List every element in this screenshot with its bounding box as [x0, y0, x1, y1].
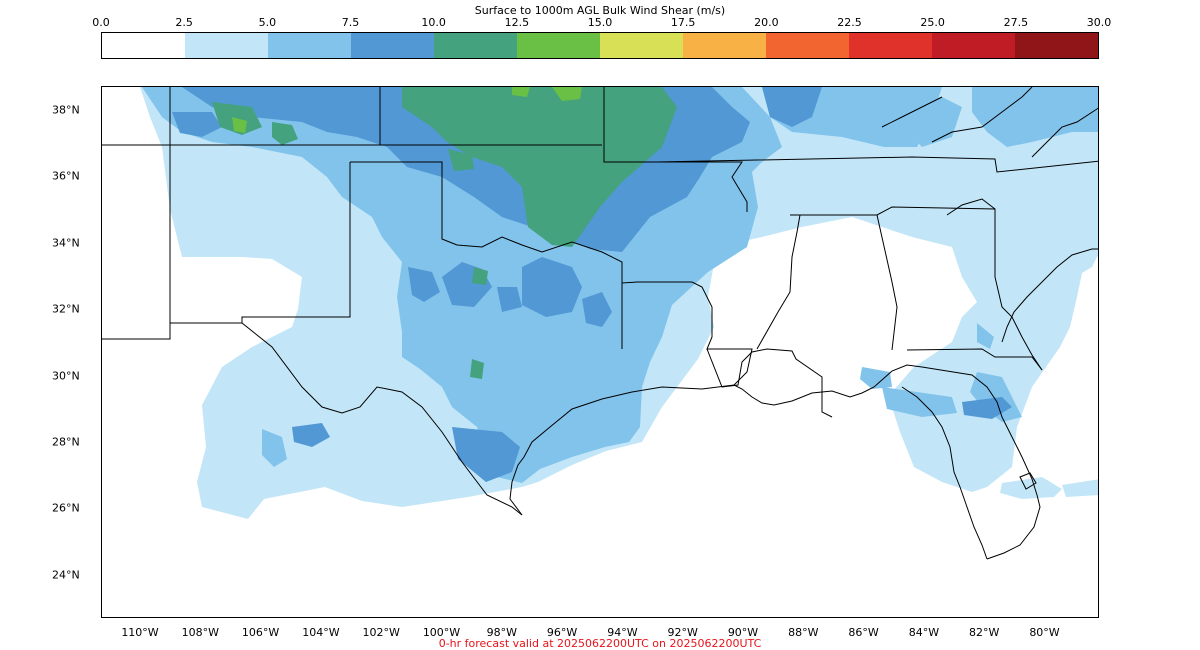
colorbar-tick-label: 0.0 — [92, 16, 110, 29]
latitude-label: 26°N — [52, 501, 80, 515]
colorbar-tick-label: 2.5 — [175, 16, 193, 29]
latitude-label: 28°N — [52, 435, 80, 449]
colorbar-segment — [766, 33, 849, 58]
longitude-label: 82°W — [969, 626, 1000, 639]
latitude-label: 34°N — [52, 236, 80, 250]
state-boundaries — [102, 87, 1098, 516]
colorbar-segment — [434, 33, 517, 58]
longitude-label: 96°W — [546, 626, 578, 639]
colorbar-tick-label: 5.0 — [258, 16, 277, 29]
longitude-label: 90°W — [727, 626, 759, 639]
longitude-label: 100°W — [422, 626, 461, 639]
colorbar — [101, 32, 1099, 59]
longitude-label: 88°W — [788, 626, 819, 639]
colorbar-title: Surface to 1000m AGL Bulk Wind Shear (m/… — [474, 4, 726, 17]
colorbar-segment — [268, 33, 351, 58]
colorbar-segment — [849, 33, 932, 58]
colorbar-segment — [517, 33, 600, 58]
longitude-label: 104°W — [302, 626, 340, 639]
longitude-label: 108°W — [181, 626, 219, 639]
colorbar-tick-label: 20.0 — [754, 16, 779, 29]
longitude-label: 84°W — [908, 626, 940, 639]
longitude-label: 98°W — [486, 626, 517, 639]
latitude-label: 38°N — [52, 103, 80, 117]
forecast-valid-text: 0-hr forecast valid at 2025062200UTC on … — [438, 637, 762, 650]
colorbar-tick-label: 12.5 — [504, 16, 530, 29]
colorbar-segment — [351, 33, 434, 58]
colorbar-segment — [1015, 33, 1098, 58]
longitude-label: 102°W — [362, 626, 400, 639]
colorbar-tick-label: 7.5 — [341, 16, 360, 29]
colorbar-segment — [102, 33, 185, 58]
colorbar-segment — [185, 33, 268, 58]
colorbar-tick-label: 15.0 — [587, 16, 613, 29]
latitude-label: 24°N — [52, 568, 80, 582]
latitude-label: 32°N — [52, 302, 80, 316]
longitude-label: 86°W — [848, 626, 879, 639]
wind-shear-map — [102, 87, 1098, 560]
longitude-label: 110°W — [121, 626, 159, 639]
colorbar-tick-label: 25.0 — [920, 16, 945, 29]
colorbar-tick-label: 30.0 — [1086, 16, 1112, 29]
longitude-label: 94°W — [607, 626, 638, 639]
longitude-label: 106°W — [241, 626, 280, 639]
colorbar-segment — [932, 33, 1015, 58]
map-panel — [101, 86, 1099, 618]
longitude-label: 92°W — [667, 626, 698, 639]
shear-band-12p5-15 — [232, 87, 582, 133]
colorbar-tick-label: 10.0 — [421, 16, 446, 29]
colorbar-segment — [600, 33, 683, 58]
colorbar-segment — [683, 33, 766, 58]
colorbar-tick-label: 17.5 — [670, 16, 696, 29]
latitude-label: 36°N — [52, 169, 80, 183]
coastline — [509, 248, 1098, 560]
latitude-label: 30°N — [52, 369, 80, 383]
longitude-label: 80°W — [1029, 626, 1060, 639]
colorbar-tick-label: 22.5 — [837, 16, 862, 29]
colorbar-tick-label: 27.5 — [1003, 16, 1029, 29]
